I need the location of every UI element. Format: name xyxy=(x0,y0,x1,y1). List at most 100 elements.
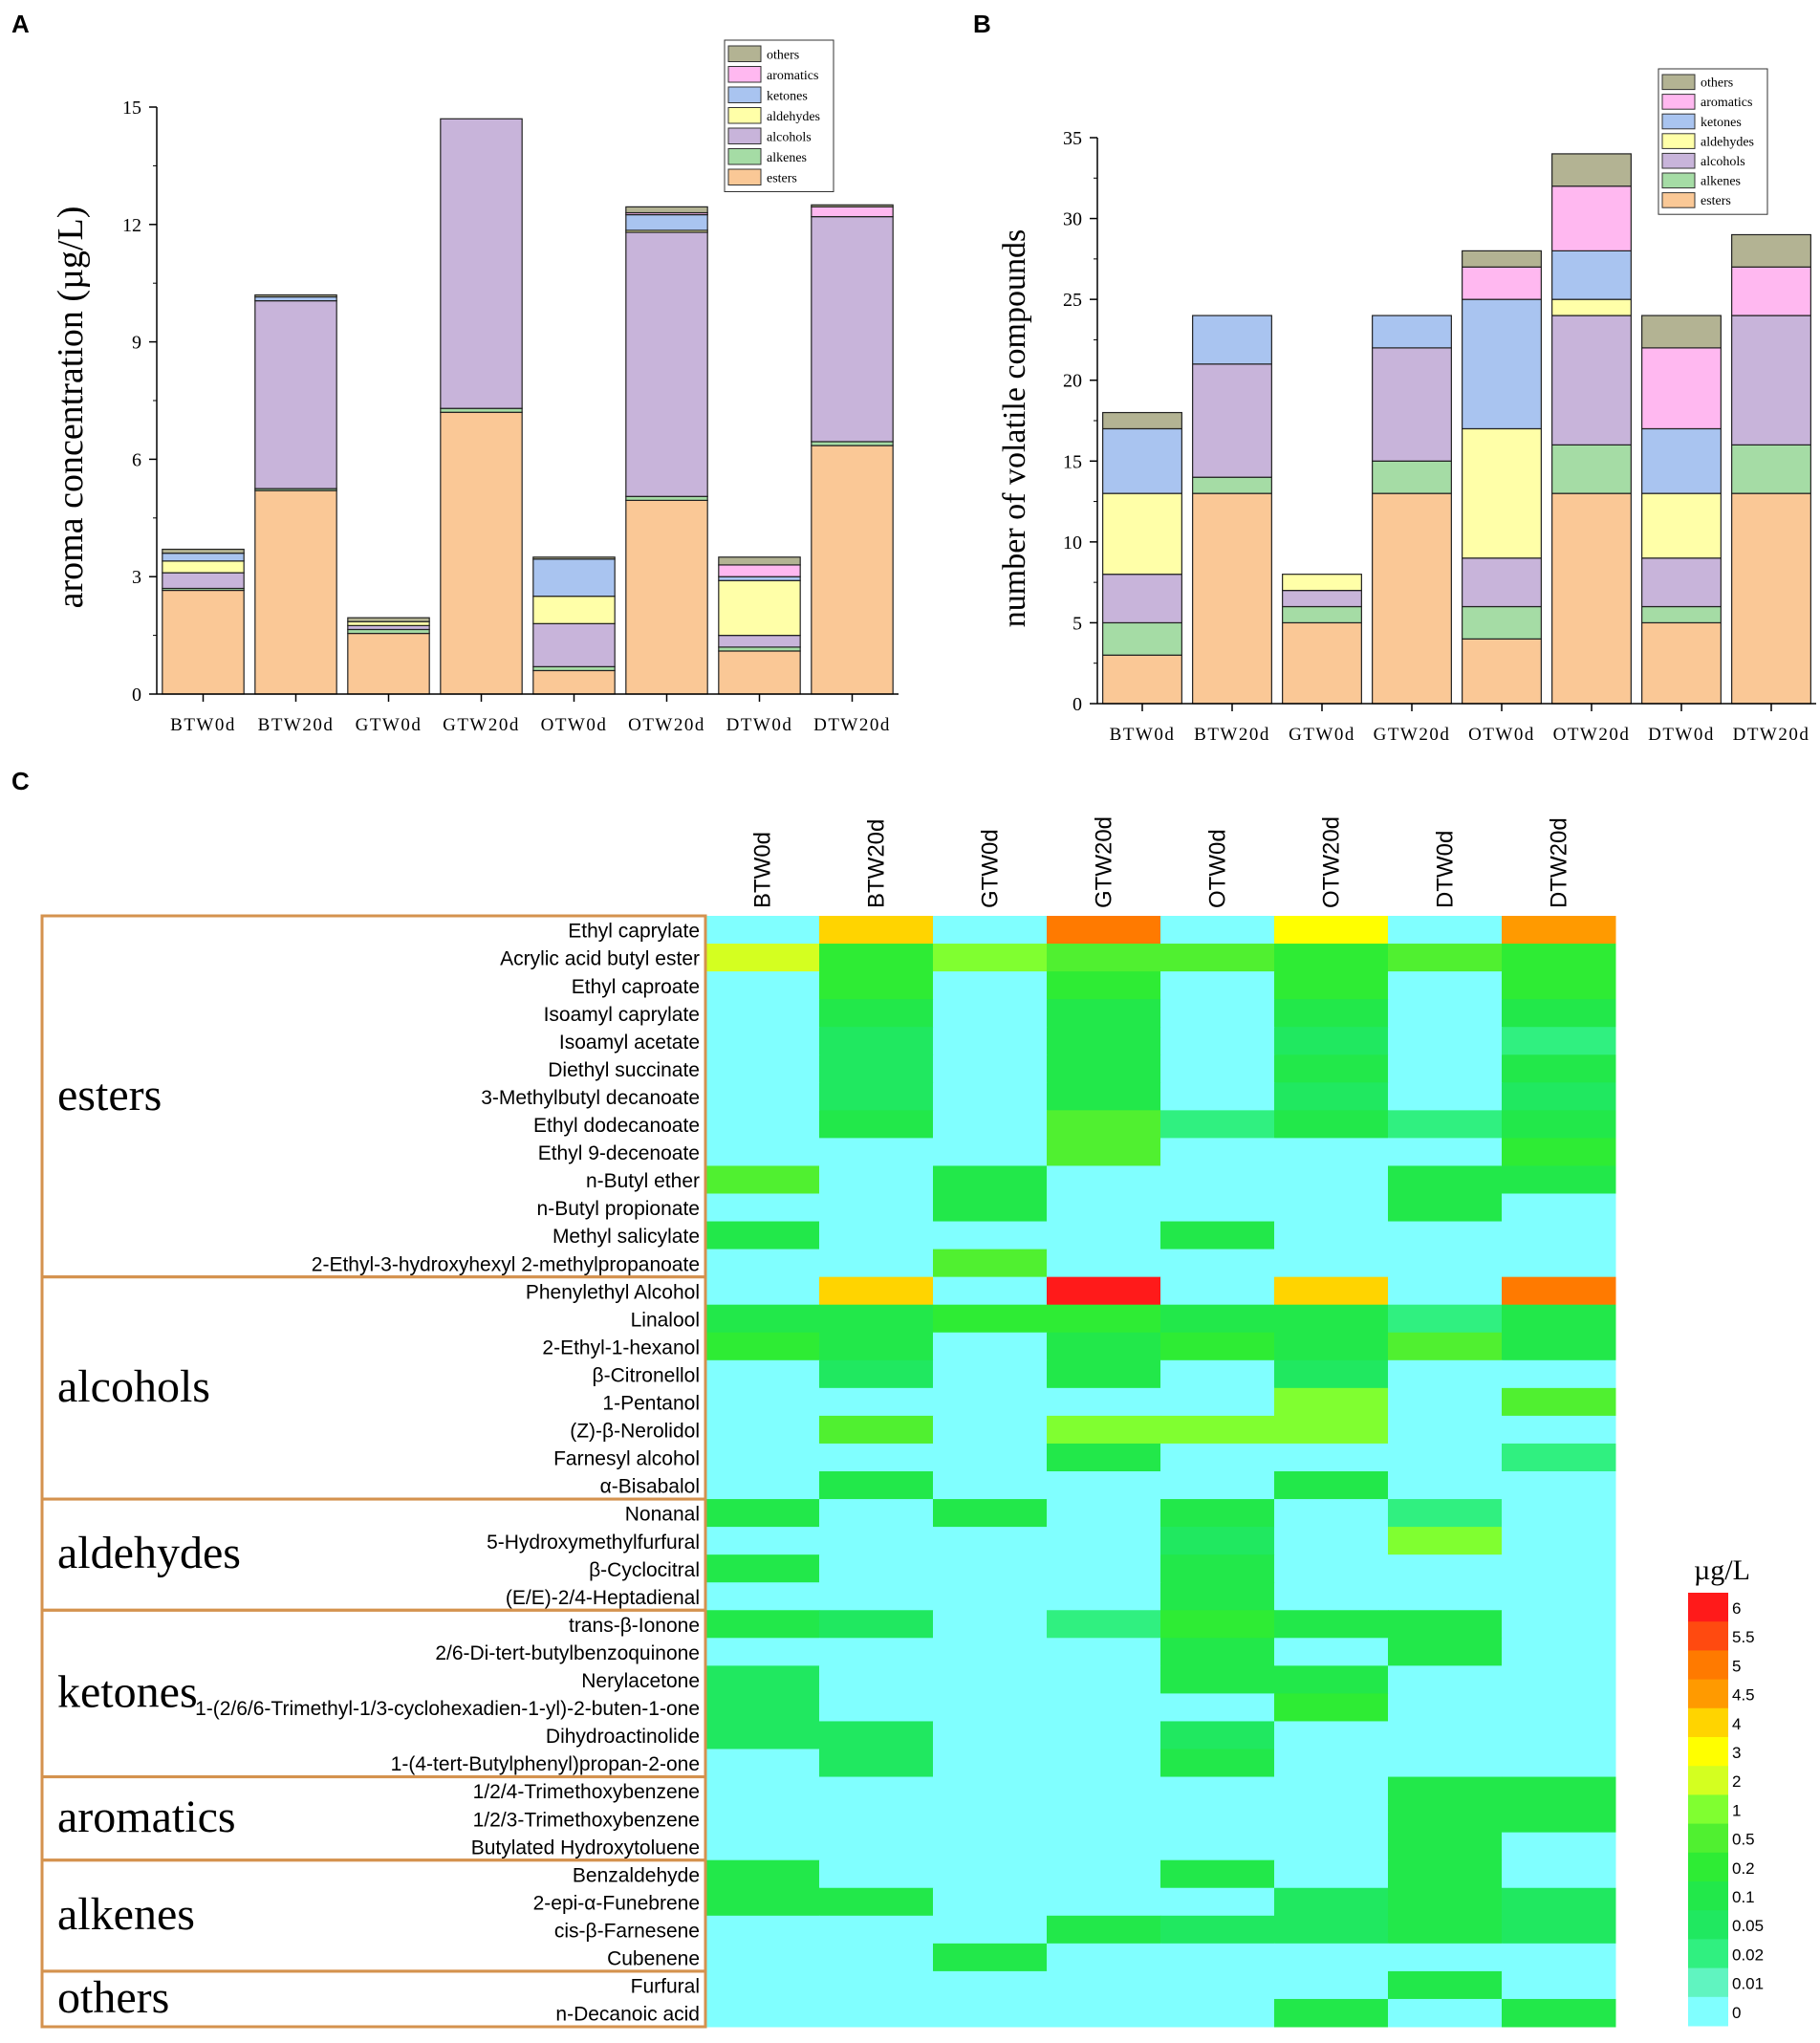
heatmap-cell-cyclocitral-otw0d xyxy=(1160,1554,1275,1583)
heatmap-cell-n-butyl-ether-dtw0d xyxy=(1388,1165,1503,1194)
heatmap-row-label-nonanal: Nonanal xyxy=(625,1504,700,1526)
color-scale-swatch xyxy=(1688,1794,1728,1825)
heatmap-cell-cyclocitral-gtw0d xyxy=(933,1554,1048,1583)
heatmap-cell-1-pentanol-gtw20d xyxy=(1047,1387,1161,1417)
heatmap-cell-ethyl-9-decenoate-btw20d xyxy=(819,1138,934,1166)
heatmap-row-label-ethyl-caproate: Ethyl caproate xyxy=(572,976,700,998)
chart-a-x-label-btw0d: BTW0d xyxy=(170,715,236,735)
heatmap-cell-dihydroactinolide-dtw0d xyxy=(1388,1721,1503,1750)
heatmap-cell-ethyl-dodecanoate-dtw20d xyxy=(1502,1110,1616,1139)
heatmap-cell-citronellol-gtw20d xyxy=(1047,1359,1161,1389)
heatmap-cell-linalool-dtw20d xyxy=(1502,1304,1616,1334)
chart-a-x-label-gtw20d: GTW20d xyxy=(443,715,520,735)
heatmap-cell-isoamyl-caprylate-gtw20d xyxy=(1047,999,1161,1028)
chart-a-bar-otw0d-esters xyxy=(532,669,616,695)
chart-b-y-tick-label: 30 xyxy=(1063,209,1082,230)
heatmap-cell-diethyl-succinate-otw0d xyxy=(1160,1054,1275,1083)
heatmap-cell-2-ethyl-1-hexanol-gtw0d xyxy=(933,1332,1048,1361)
heatmap-row-label-n-butyl-propionate: n-Butyl propionate xyxy=(537,1198,700,1220)
chart-b-volatile-compounds: number of volatile compounds 0 5 10 15 20 25 3… xyxy=(997,68,1816,745)
heatmap-cell-n-butyl-ether-otw20d xyxy=(1274,1165,1389,1194)
heatmap-row-label-isoamyl-caprylate: Isoamyl caprylate xyxy=(544,1004,700,1026)
heatmap-cell-isoamyl-acetate-gtw20d xyxy=(1047,1027,1161,1055)
heatmap-cell-2-6-di-tert-butylbenzoquinone-dtw20d xyxy=(1502,1638,1616,1666)
chart-b-bar-otw0d-aromatics xyxy=(1462,266,1542,300)
chart-b-bar-btw0d-aldehydes xyxy=(1102,492,1182,576)
chart-a-bar-dtw20d-others xyxy=(811,204,894,207)
heatmap-cell-benzaldehyde-btw0d xyxy=(705,1859,820,1889)
heatmap-cell-1-2-3-trimethoxybenzene-btw20d xyxy=(819,1804,934,1834)
heatmap-row-label-cubenene: Cubenene xyxy=(607,1948,700,1970)
heatmap-cell-1-2-4-trimethoxybenzene-btw20d xyxy=(819,1776,934,1806)
heatmap-cell-trans-ionone-btw20d xyxy=(819,1610,934,1639)
chart-a-legend-label-others: others xyxy=(767,49,799,63)
heatmap-cell-farnesyl-alcohol-btw0d xyxy=(705,1443,820,1472)
chart-b-legend-label-alcohols: alcohols xyxy=(1701,155,1745,169)
chart-b-bar-btw20d-alcohols xyxy=(1192,363,1272,478)
heatmap-cell-diethyl-succinate-gtw20d xyxy=(1047,1054,1161,1083)
group-label-esters: esters xyxy=(57,1070,162,1120)
chart-a-bar-gtw0d-esters xyxy=(347,632,430,695)
heatmap-cell-ethyl-9-decenoate-otw0d xyxy=(1160,1138,1275,1166)
color-scale-legend: µg/L 6 5.5 5 4.5 4 3 2 1 0.5 0.2 0.1 0.05 0.02 0.01 0 xyxy=(1688,1554,1764,2027)
heatmap-cell-n-butyl-ether-gtw20d xyxy=(1047,1165,1161,1194)
heatmap-cell-2-epi-funebrene-dtw0d xyxy=(1388,1887,1503,1917)
chart-b-bar-otw0d-others xyxy=(1462,250,1542,268)
heatmap-row-label-methyl-salicylate: Methyl salicylate xyxy=(552,1226,700,1248)
heatmap-cell-2-ethyl-1-hexanol-dtw20d xyxy=(1502,1332,1616,1361)
heatmap-cell-linalool-gtw20d xyxy=(1047,1304,1161,1334)
heatmap-cell-z-nerolidol-btw0d xyxy=(705,1415,820,1445)
heatmap-cell-n-butyl-propionate-dtw0d xyxy=(1388,1193,1503,1223)
heatmap-cell-n-butyl-propionate-gtw0d xyxy=(933,1193,1048,1223)
heatmap-row-label-isoamyl-acetate: Isoamyl acetate xyxy=(559,1032,700,1054)
heatmap-cell-isoamyl-acetate-dtw20d xyxy=(1502,1027,1616,1055)
chart-a-legend-label-alcohols: alcohols xyxy=(767,131,812,145)
chart-b-bar-btw20d-esters xyxy=(1192,492,1272,705)
heatmap-cell-bisabalol-gtw20d xyxy=(1047,1471,1161,1500)
heatmap-cell-ethyl-caprylate-btw0d xyxy=(705,916,820,945)
heatmap-cell-1-4-tert-butylphenyl-propan-2-one-otw0d xyxy=(1160,1749,1275,1778)
heatmap-cell-butylated-hydroxytoluene-otw0d xyxy=(1160,1832,1275,1861)
chart-b-bar-dtw20d-alkenes xyxy=(1731,444,1811,494)
heatmap-cell-butylated-hydroxytoluene-gtw0d xyxy=(933,1832,1048,1861)
chart-a-x-label-dtw20d: DTW20d xyxy=(813,715,891,735)
heatmap-cell-3-methylbutyl-decanoate-otw0d xyxy=(1160,1082,1275,1111)
heatmap-cell-cubenene-gtw20d xyxy=(1047,1943,1161,1972)
heatmap-row-label-acrylic-acid-butyl-ester: Acrylic acid butyl ester xyxy=(500,948,700,970)
heatmap-cell-isoamyl-acetate-btw0d xyxy=(705,1027,820,1055)
chart-b-bar-otw20d-aromatics xyxy=(1551,185,1632,252)
color-scale-label: 0.2 xyxy=(1732,1859,1755,1878)
heatmap-cell-5-hydroxymethylfurfural-gtw20d xyxy=(1047,1527,1161,1555)
heatmap-cell-benzaldehyde-dtw20d xyxy=(1502,1859,1616,1889)
heatmap-cell-1-2-3-trimethoxybenzene-btw0d xyxy=(705,1804,820,1834)
chart-b-legend-label-aromatics: aromatics xyxy=(1701,96,1752,110)
heatmap-cell-linalool-btw20d xyxy=(819,1304,934,1334)
heatmap-cell-n-butyl-propionate-dtw20d xyxy=(1502,1193,1616,1223)
chart-b-y-tick-label: 15 xyxy=(1063,451,1082,472)
chart-b-y-tick-label: 5 xyxy=(1072,613,1082,634)
heatmap-cell-isoamyl-caprylate-btw20d xyxy=(819,999,934,1028)
chart-b-bar-dtw0d-aldehydes xyxy=(1641,492,1722,559)
chart-b-x-label-dtw20d: DTW20d xyxy=(1733,725,1810,745)
chart-a-bar-gtw20d-esters xyxy=(440,411,523,695)
heatmap-cell-ethyl-dodecanoate-gtw20d xyxy=(1047,1110,1161,1139)
heatmap-cell-1-2-3-trimethoxybenzene-gtw0d xyxy=(933,1804,1048,1834)
chart-a-y-tick-label: 3 xyxy=(132,567,141,588)
heatmap-cell-cyclocitral-btw0d xyxy=(705,1554,820,1583)
heatmap-cell-phenylethyl-alcohol-dtw20d xyxy=(1502,1276,1616,1306)
heatmap-cell-cyclocitral-dtw20d xyxy=(1502,1554,1616,1583)
heatmap-row-label-dihydroactinolide: Dihydroactinolide xyxy=(546,1726,700,1748)
color-scale-label: 5 xyxy=(1732,1657,1741,1675)
heatmap-cell-cubenene-btw0d xyxy=(705,1943,820,1972)
heatmap-cell-cis-farnesene-dtw20d xyxy=(1502,1915,1616,1945)
heatmap-cell-1-pentanol-dtw20d xyxy=(1502,1387,1616,1417)
heatmap-cell-linalool-btw0d xyxy=(705,1304,820,1334)
heatmap-cell-phenylethyl-alcohol-dtw0d xyxy=(1388,1276,1503,1306)
heatmap-cell-diethyl-succinate-gtw0d xyxy=(933,1054,1048,1083)
heatmap-cell-methyl-salicylate-gtw20d xyxy=(1047,1221,1161,1250)
heatmap-cell-1-2-3-trimethoxybenzene-dtw0d xyxy=(1388,1804,1503,1834)
heatmap-cell-2-6-di-tert-butylbenzoquinone-btw0d xyxy=(705,1638,820,1666)
heatmap-cell-isoamyl-acetate-otw0d xyxy=(1160,1027,1275,1055)
heatmap-cell-1-2-6-6-trimethyl-1-3-cyclohexadien-1-yl-2-buten-1-one-btw0d xyxy=(705,1693,820,1722)
heatmap-row-label-n-butyl-ether: n-Butyl ether xyxy=(586,1170,700,1192)
